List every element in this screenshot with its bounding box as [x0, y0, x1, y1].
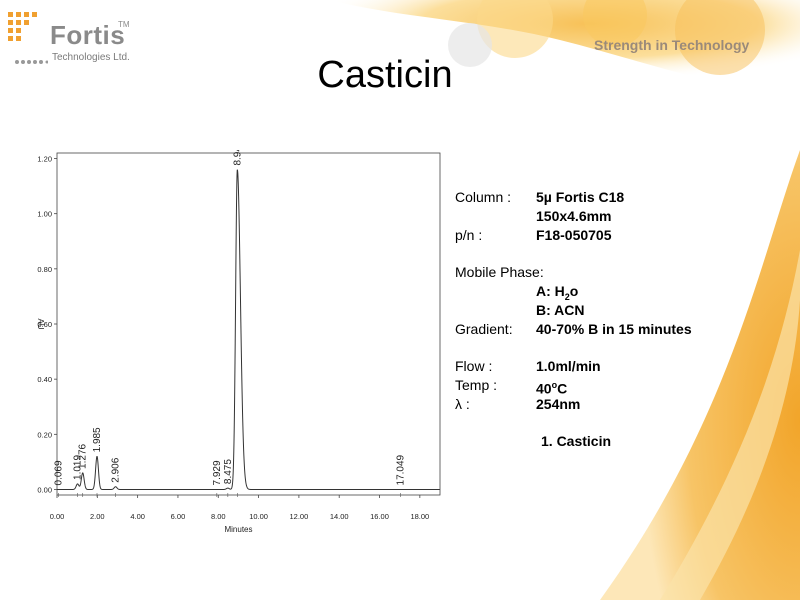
y-tick-label: 0.20 [37, 430, 52, 439]
x-axis-label: Minutes [224, 525, 252, 534]
slide-title: Casticin [317, 54, 453, 96]
logo-subtitle: Technologies Ltd. [52, 52, 130, 63]
temp-row: Temp : 40oC [455, 376, 785, 397]
column-row: Column : 5µ Fortis C18 [455, 188, 785, 207]
x-tick-label: 6.00 [171, 512, 186, 521]
banner-circle [477, 0, 553, 58]
wavelength-row: λ : 254nm [455, 395, 785, 414]
plot-frame [56, 152, 441, 496]
peak-label: 0.069 [53, 460, 64, 485]
tagline: Strength in Technology [594, 37, 750, 53]
column-dims-row: 150x4.6mm [455, 207, 785, 226]
column-dims: 150x4.6mm [536, 208, 612, 224]
wavelength-value: 254nm [536, 396, 581, 412]
chromatogram-chart: 0.00 0.20 0.40 0.60 0.80 1.00 1.20 0.00 2.00 4.00… [36, 150, 441, 534]
part-number-row: p/n : F18-050705 [455, 226, 785, 245]
flow-row: Flow : 1.0ml/min [455, 357, 785, 376]
x-tick-label: 2.00 [90, 512, 105, 521]
x-tick-label: 10.00 [249, 512, 268, 521]
banner-circle [448, 23, 492, 67]
logo-name: Fortis [50, 20, 126, 50]
y-tick-label: 0.00 [37, 485, 52, 494]
x-tick-label: 18.00 [410, 512, 429, 521]
y-tick-label: 0.60 [37, 320, 52, 329]
peak-label: 1.985 [92, 427, 103, 452]
gradient-row: Gradient: 40-70% B in 15 minutes [455, 320, 785, 339]
peak-label: 17.049 [396, 454, 407, 485]
part-number-label: p/n : [455, 227, 483, 243]
peak-label: 8.475 [223, 459, 234, 484]
flow-value: 1.0ml/min [536, 358, 601, 374]
phase-a-row: A: H2o [455, 282, 785, 302]
gradient-label: Gradient: [455, 321, 513, 337]
chromatogram-trace [57, 169, 440, 490]
x-tick-label: 4.00 [130, 512, 145, 521]
banner-circle [675, 0, 765, 75]
flow-label: Flow : [455, 358, 493, 374]
peak-label: 1.276 [78, 443, 89, 468]
peak-id-row: 1. Casticin [455, 432, 785, 451]
wavelength-label: λ : [455, 396, 470, 412]
phase-b-value: B: ACN [536, 302, 585, 318]
logo-grid-icon [8, 12, 37, 41]
y-axis-label: AU [36, 318, 45, 329]
peak-id-label: 1. Casticin [541, 433, 612, 449]
method-info: Column : 5µ Fortis C18 150x4.6mm p/n : F… [455, 188, 785, 451]
peak-label: 7.929 [212, 460, 223, 485]
x-tick-label: 16.00 [370, 512, 389, 521]
gradient-value: 40-70% B in 15 minutes [536, 321, 692, 337]
x-tick-label: 14.00 [330, 512, 349, 521]
x-tick-label: 8.00 [211, 512, 226, 521]
y-tick-label: 1.20 [37, 155, 52, 164]
part-number-value: F18-050705 [536, 227, 612, 243]
mobile-phase-label: Mobile Phase: [455, 264, 544, 280]
phase-b-row: B: ACN [455, 301, 785, 320]
column-value: 5µ Fortis C18 [536, 189, 625, 205]
logo-trademark: TM [118, 20, 130, 29]
logo-dots-icon [15, 60, 48, 64]
fortis-logo: Fortis TM Technologies Ltd. [8, 12, 148, 64]
phase-a-value: A: H2o [536, 283, 579, 302]
banner-circle [583, 0, 647, 47]
y-tick-label: 1.00 [37, 210, 52, 219]
peak-label: 8.946 [232, 150, 243, 166]
x-tick-label: 12.00 [290, 512, 309, 521]
temp-label: Temp : [455, 377, 498, 393]
y-tick-label: 0.80 [37, 265, 52, 274]
mobile-phase-row: Mobile Phase: [455, 263, 785, 282]
temp-value: 40oC [536, 380, 568, 397]
peak-label: 2.906 [111, 457, 122, 482]
peak-label: 1.019 [73, 455, 84, 480]
y-tick-label: 0.40 [37, 375, 52, 384]
x-tick-label: 0.00 [50, 512, 65, 521]
column-label: Column : [455, 189, 512, 205]
right-corner-highlight [660, 250, 800, 600]
